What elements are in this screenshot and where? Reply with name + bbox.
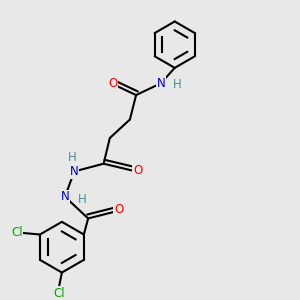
Text: Cl: Cl	[11, 226, 22, 239]
Text: N: N	[70, 165, 79, 178]
Text: N: N	[61, 190, 69, 203]
Text: H: H	[68, 151, 77, 164]
Text: H: H	[78, 194, 86, 206]
Text: O: O	[114, 203, 123, 216]
Text: N: N	[156, 77, 165, 90]
Text: O: O	[133, 164, 142, 177]
Text: O: O	[108, 77, 118, 90]
Text: Cl: Cl	[53, 287, 64, 300]
Text: H: H	[172, 78, 181, 92]
